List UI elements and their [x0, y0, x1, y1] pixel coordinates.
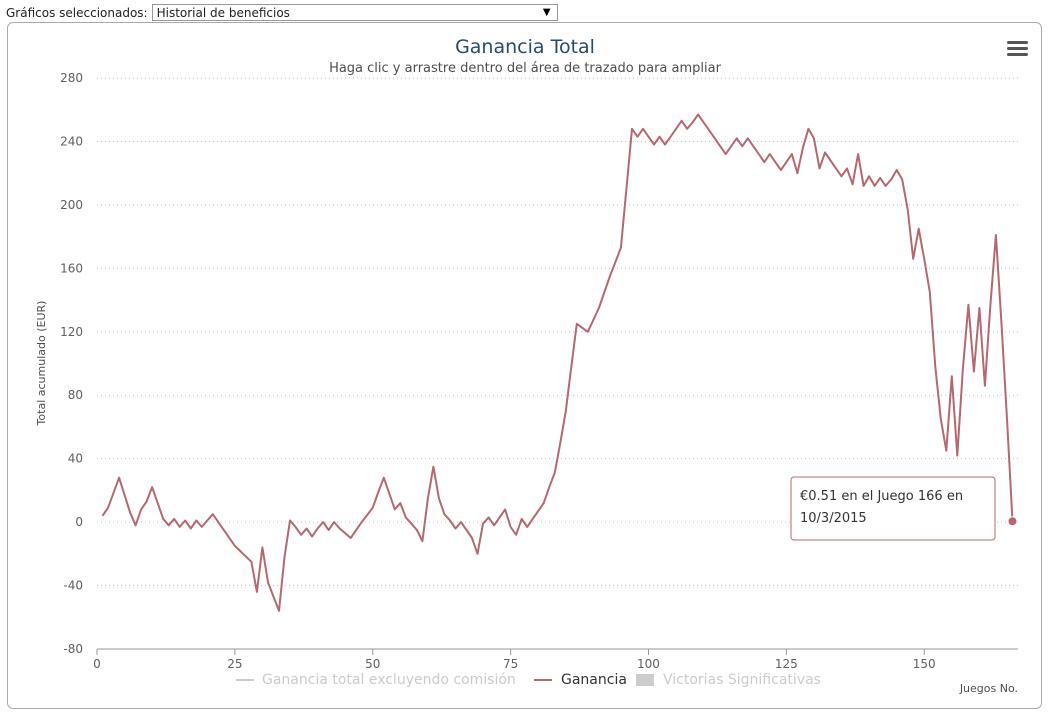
x-tick-label: 100 [637, 657, 660, 671]
x-axis-title: Juegos No. [959, 682, 1018, 695]
hamburger-menu-icon[interactable] [1004, 36, 1030, 62]
y-tick-label: 120 [60, 325, 83, 339]
chart-selector-label: Gráficos seleccionados: [6, 5, 148, 20]
data-point-marker[interactable] [1007, 516, 1018, 527]
legend-box-icon [636, 674, 654, 686]
x-tick-label: 25 [227, 657, 242, 671]
y-tick-label: 280 [60, 71, 83, 85]
x-tick-label: 75 [503, 657, 518, 671]
tooltip-line-2: 10/3/2015 [800, 511, 867, 526]
legend-label: Ganancia total excluyendo comisión [262, 672, 516, 688]
x-axis-ticks: 0 25 50 75 100 125 150 [93, 649, 936, 671]
y-tick-label: 80 [68, 388, 83, 402]
legend-item[interactable]: Victorias Significativas [636, 672, 821, 688]
chart-select-dropdown[interactable]: Historial de beneficios ▼ [151, 4, 558, 21]
dropdown-arrow-icon: ▼ [542, 7, 551, 18]
y-tick-label: 200 [60, 198, 83, 212]
series-line[interactable] [101, 113, 1014, 612]
chart-title: Ganancia Total [455, 36, 595, 58]
x-tick-label: 0 [93, 657, 101, 671]
y-tick-label: 240 [60, 134, 83, 148]
y-tick-label: 160 [60, 261, 83, 275]
y-tick-label: -80 [63, 642, 83, 656]
x-tick-label: 125 [775, 657, 798, 671]
x-tick-label: 150 [913, 657, 936, 671]
y-tick-label: 0 [75, 515, 83, 529]
tooltip: €0.51 en el Juego 166 en 10/3/2015 [790, 476, 996, 541]
legend-label: Victorias Significativas [663, 672, 821, 688]
y-axis-ticks: -80 -40 0 40 80 120 160 200 240 280 [60, 71, 83, 656]
chart-subtitle: Haga clic y arrastre dentro del área de … [329, 61, 722, 76]
tooltip-line-1: €0.51 en el Juego 166 en [800, 489, 963, 504]
legend-item[interactable]: Ganancia [534, 672, 627, 688]
legend: Ganancia total excluyendo comisión Gananc… [236, 672, 821, 688]
legend-item[interactable]: Ganancia total excluyendo comisión [236, 672, 516, 688]
series-ganancia [101, 113, 1018, 612]
chart-select-value: Historial de beneficios [156, 5, 290, 20]
x-tick-label: 50 [365, 657, 380, 671]
chart-panel [7, 22, 1042, 709]
chart-selector: Gráficos seleccionados: Historial de ben… [6, 3, 558, 22]
y-axis-title: Total acumulado (EUR) [35, 301, 48, 427]
y-tick-label: 40 [68, 452, 83, 466]
y-tick-label: -40 [63, 579, 83, 593]
legend-label: Ganancia [561, 672, 627, 688]
